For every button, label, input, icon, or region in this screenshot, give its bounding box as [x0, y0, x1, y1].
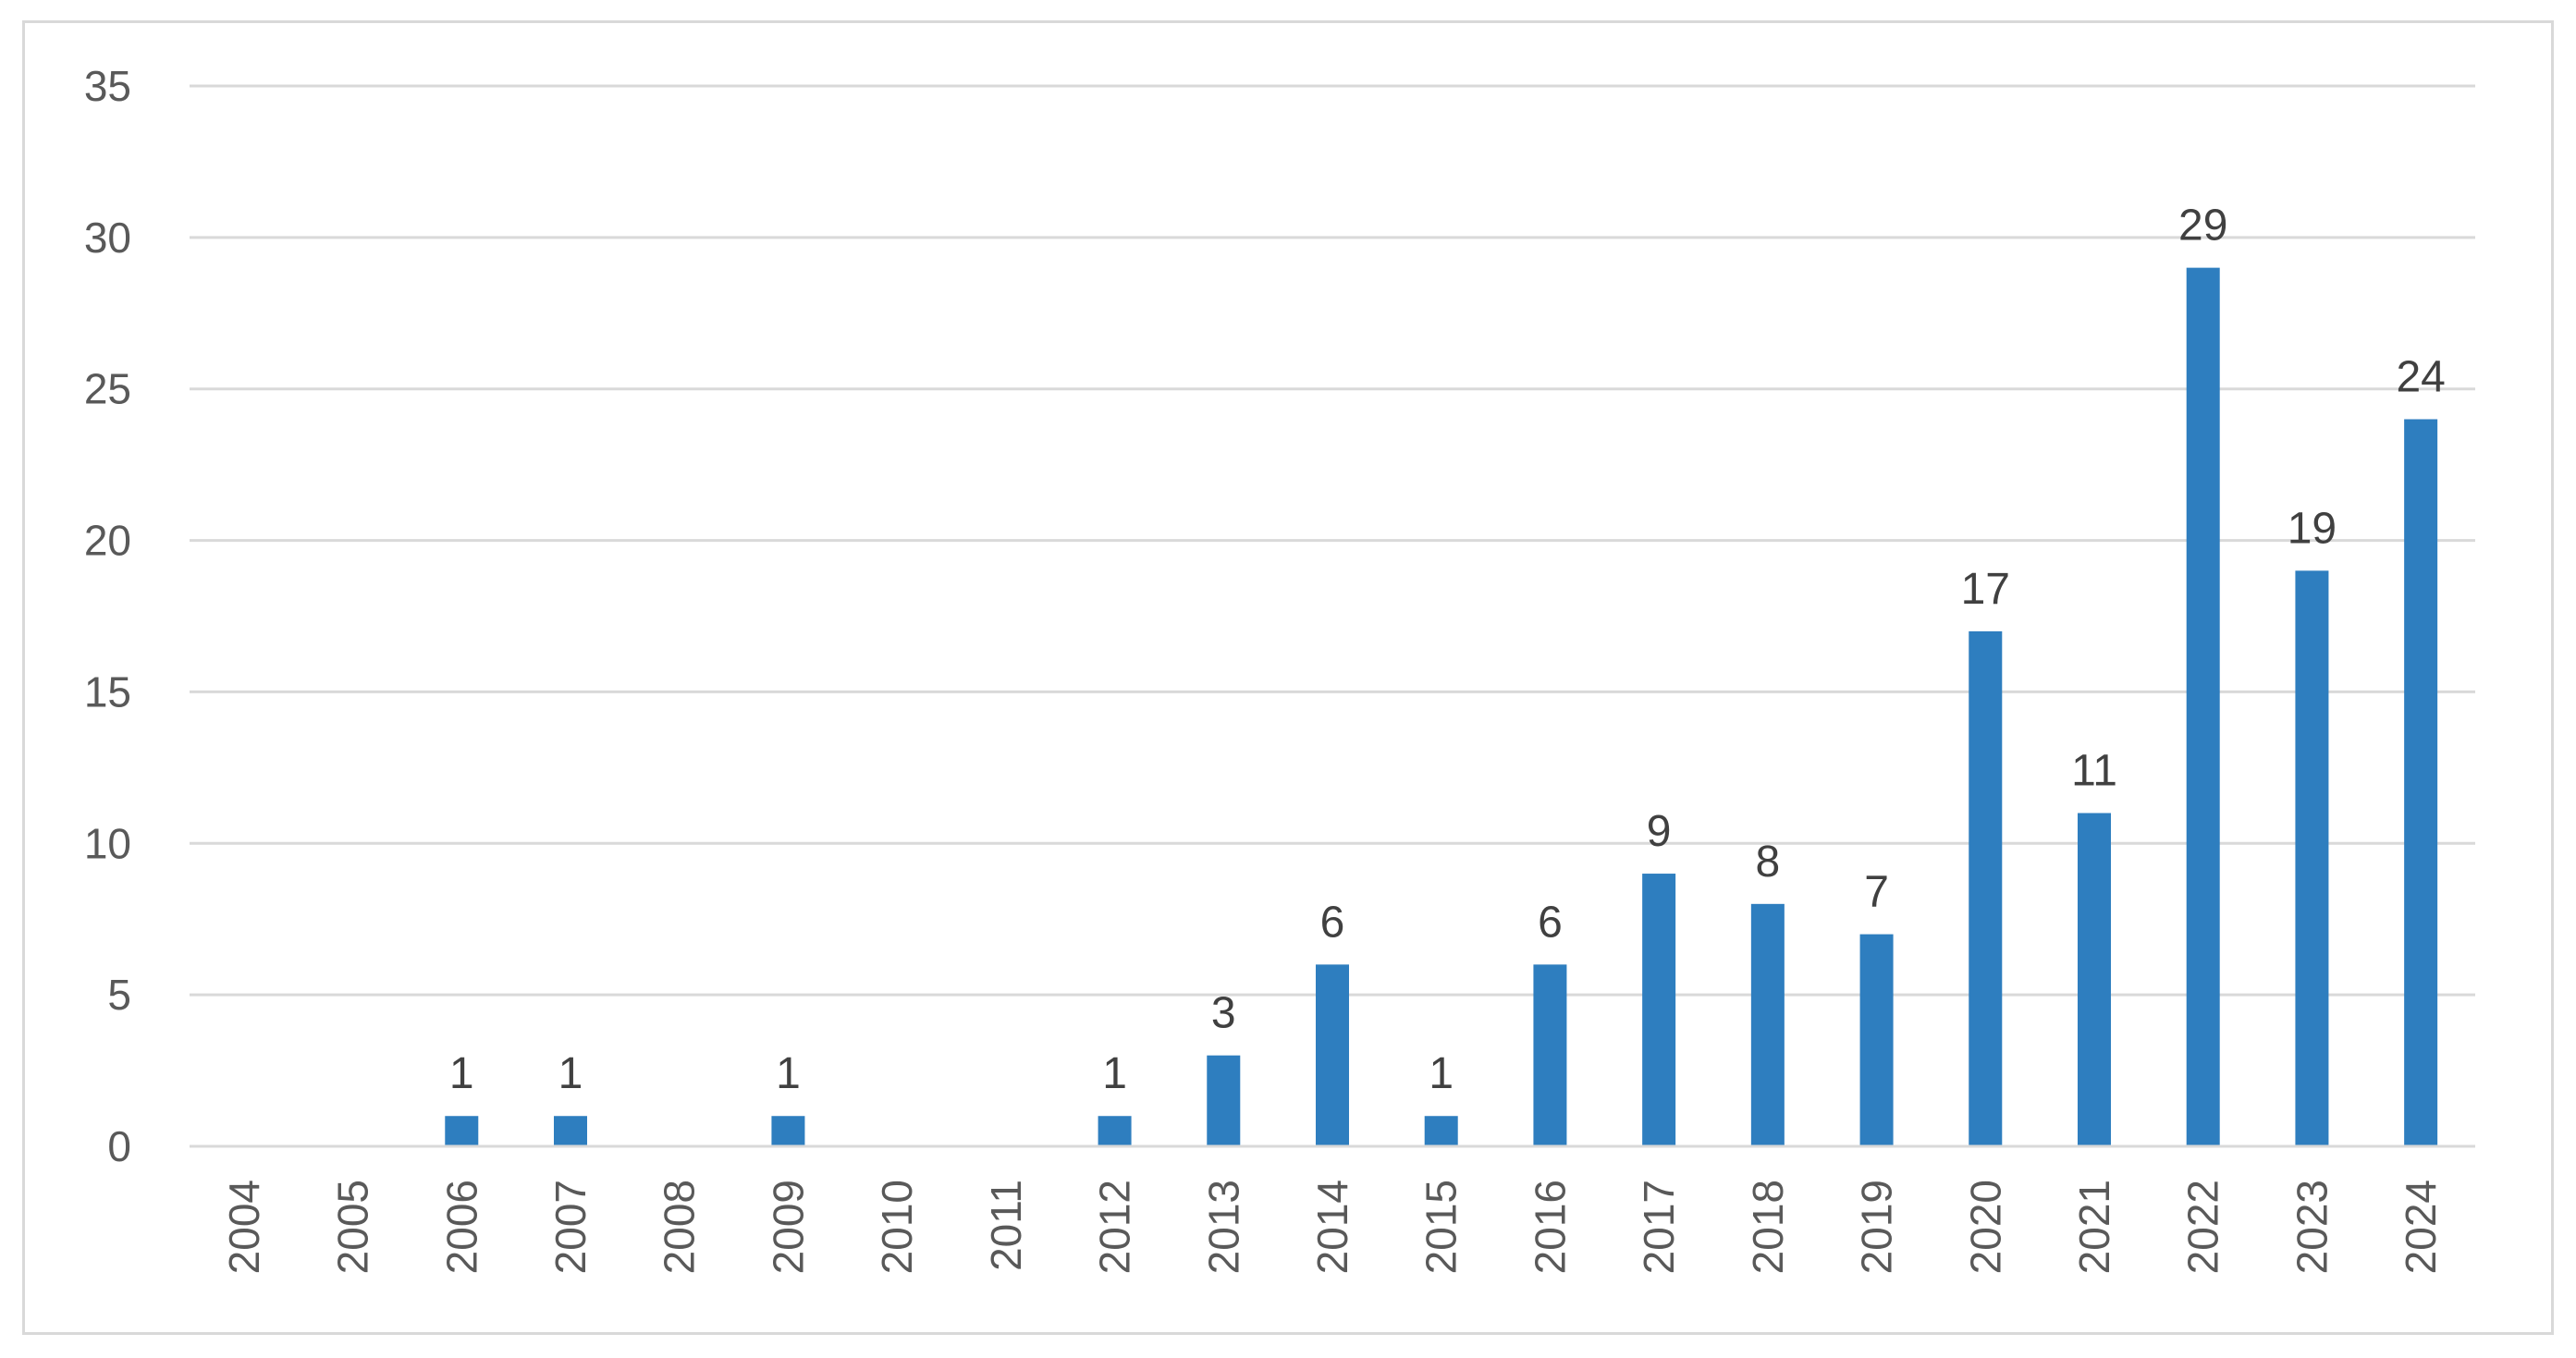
- x-tick-label-2016: 2016: [1526, 1180, 1574, 1274]
- data-label-2024: 24: [2396, 352, 2445, 401]
- y-tick-label: 30: [84, 214, 131, 262]
- bar-2021: [2078, 813, 2111, 1146]
- x-tick-label-2023: 2023: [2288, 1180, 2336, 1274]
- y-tick-label: 10: [84, 819, 131, 867]
- x-tick-label-2013: 2013: [1199, 1180, 1247, 1274]
- data-label-2013: 3: [1211, 989, 1236, 1038]
- bar-2009: [771, 1116, 805, 1146]
- bar-2024: [2404, 419, 2438, 1146]
- bar-2020: [1969, 630, 2003, 1146]
- y-tick-label: 15: [84, 667, 131, 716]
- x-tick-label-2018: 2018: [1744, 1180, 1792, 1274]
- chart-frame: [22, 20, 2554, 1335]
- data-label-2014: 6: [1320, 898, 1345, 947]
- x-tick-label-2008: 2008: [656, 1180, 704, 1274]
- y-tick-label: 35: [84, 62, 131, 110]
- data-label-2012: 1: [1102, 1049, 1127, 1098]
- data-label-2006: 1: [449, 1049, 474, 1098]
- bar-2017: [1642, 874, 1676, 1146]
- y-tick-label: 0: [107, 1122, 131, 1170]
- x-tick-label-2006: 2006: [437, 1180, 485, 1274]
- data-label-2017: 9: [1647, 807, 1672, 856]
- x-axis-ticks: 2004 2005 2006 2007 2008 2009 2010 2011 2012 2013…: [220, 1180, 2445, 1274]
- x-tick-label-2024: 2024: [2397, 1180, 2445, 1274]
- gridlines: [190, 84, 2475, 997]
- bar-2023: [2295, 570, 2329, 1146]
- x-tick-label-2021: 2021: [2070, 1180, 2118, 1274]
- x-tick-label-2011: 2011: [982, 1180, 1030, 1271]
- y-tick-label: 25: [84, 365, 131, 413]
- x-tick-label-2012: 2012: [1091, 1180, 1139, 1274]
- x-tick-label-2015: 2015: [1417, 1180, 1466, 1274]
- bar-2019: [1859, 934, 1894, 1146]
- x-tick-label-2022: 2022: [2179, 1180, 2227, 1274]
- x-tick-label-2010: 2010: [873, 1180, 921, 1274]
- bar-2014: [1316, 964, 1349, 1146]
- data-label-2016: 6: [1538, 898, 1563, 947]
- data-label-2007: 1: [558, 1049, 583, 1098]
- data-label-2020: 17: [1961, 565, 2010, 614]
- x-tick-label-2009: 2009: [764, 1180, 812, 1274]
- bar-2006: [445, 1116, 479, 1146]
- data-label-2018: 8: [1756, 838, 1781, 887]
- y-axis-ticks: 0 5 10 15 20 25 30 35: [84, 62, 131, 1170]
- data-label-2019: 7: [1864, 868, 1889, 917]
- data-label-2015: 1: [1429, 1049, 1454, 1098]
- data-label-2022: 29: [2178, 202, 2227, 251]
- bar-2022: [2186, 267, 2220, 1147]
- bar-2007: [554, 1116, 587, 1146]
- bar-2012: [1098, 1116, 1132, 1146]
- x-tick-label-2019: 2019: [1853, 1180, 1901, 1274]
- bar-2015: [1424, 1116, 1458, 1146]
- x-tick-label-2005: 2005: [329, 1180, 377, 1274]
- bars: [445, 267, 2438, 1147]
- y-tick-label: 20: [84, 517, 131, 565]
- bar-2016: [1533, 964, 1567, 1146]
- x-tick-label-2007: 2007: [546, 1180, 595, 1274]
- x-tick-label-2014: 2014: [1308, 1180, 1356, 1274]
- x-tick-label-2020: 2020: [1961, 1180, 2009, 1274]
- bar-2013: [1207, 1055, 1241, 1146]
- data-label-2023: 19: [2288, 504, 2337, 553]
- x-tick-label-2017: 2017: [1635, 1180, 1683, 1274]
- data-label-2021: 11: [2071, 747, 2117, 796]
- y-tick-label: 5: [107, 971, 131, 1019]
- x-tick-label-2004: 2004: [220, 1180, 268, 1274]
- data-label-2009: 1: [776, 1049, 801, 1098]
- bar-2018: [1750, 903, 1785, 1146]
